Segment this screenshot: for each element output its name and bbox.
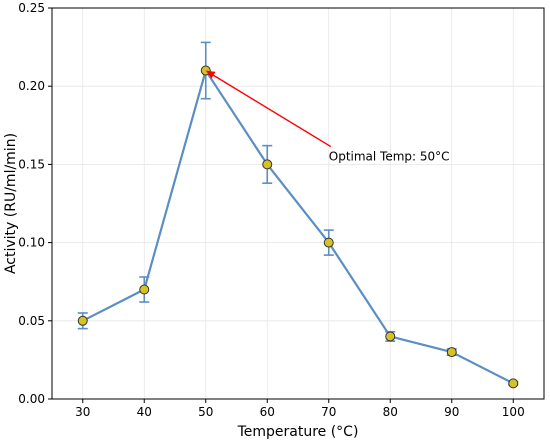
x-tick-label: 60 [260, 405, 275, 419]
x-tick-label: 30 [75, 405, 90, 419]
data-point [139, 284, 150, 295]
y-tick-label: 0.20 [18, 79, 45, 93]
y-tick-label: 0.15 [18, 157, 45, 171]
y-tick-label: 0.10 [18, 236, 45, 250]
annotation: Optimal Temp: 50°C [205, 70, 450, 164]
y-tick-label: 0.00 [18, 392, 45, 406]
x-axis-title: Temperature (°C) [237, 424, 359, 440]
y-tick-label: 0.05 [18, 314, 45, 328]
y-axis-ticks: 0.00 0.05 0.10 0.15 0.20 0.25 [18, 1, 52, 406]
data-markers [77, 65, 519, 389]
y-axis-title: Activity (RU/ml/min) [3, 133, 19, 274]
data-point [446, 347, 457, 358]
x-tick-label: 40 [137, 405, 152, 419]
data-point [77, 315, 88, 326]
data-point [323, 237, 334, 248]
data-point [508, 378, 519, 389]
x-tick-label: 70 [321, 405, 336, 419]
x-axis-ticks: 30 40 50 60 70 80 90 100 [75, 399, 525, 419]
plot-frame [51, 7, 545, 400]
series-line-group [82, 69, 514, 385]
x-tick-label: 90 [444, 405, 459, 419]
data-point [262, 159, 273, 170]
series-line [82, 69, 514, 385]
annotation-arrow [213, 74, 332, 148]
annotation-arrowhead [205, 70, 216, 79]
x-tick-label: 80 [383, 405, 398, 419]
error-bars [77, 41, 519, 386]
data-point [385, 331, 396, 342]
annotation-label: Optimal Temp: 50°C [329, 150, 450, 164]
x-tick-label: 50 [198, 405, 213, 419]
y-tick-label: 0.25 [18, 1, 45, 15]
x-tick-label: 100 [502, 405, 525, 419]
